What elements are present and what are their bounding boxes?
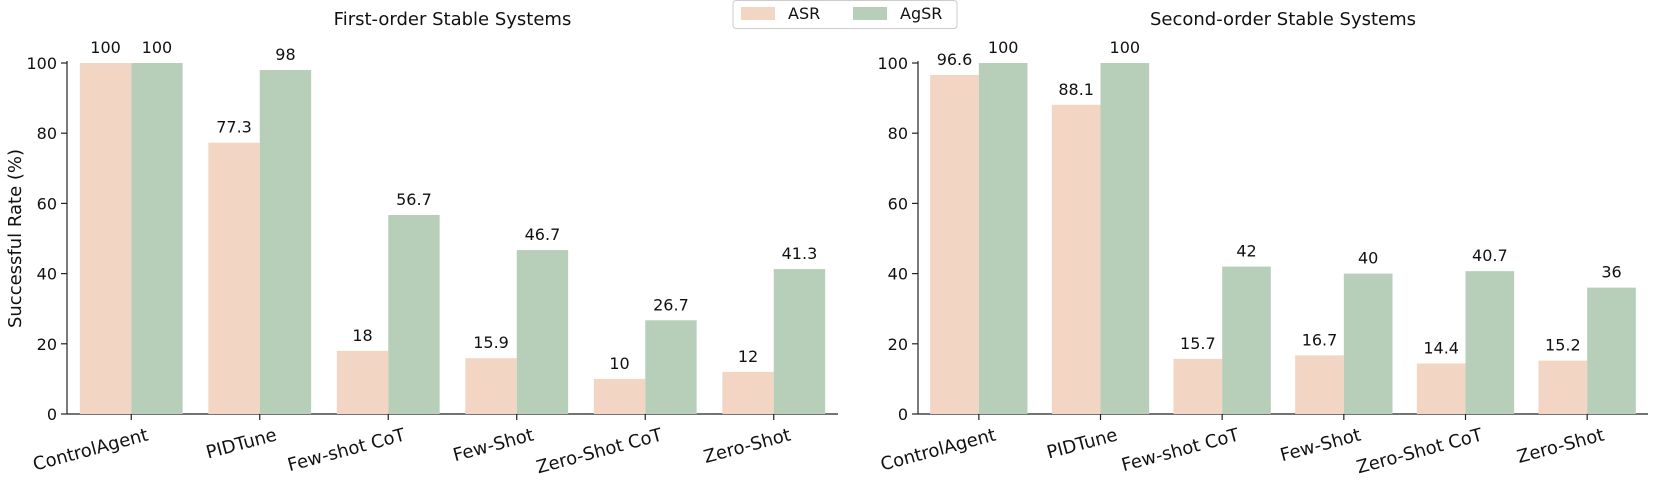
panel1-bar-agsr <box>259 70 312 415</box>
panel2-title: Second-order Stable Systems <box>1150 9 1416 30</box>
panel2-bar-asr <box>1416 363 1466 414</box>
panel2-data-label: 36 <box>1601 263 1621 282</box>
panel1-xtick-label: Few-Shot <box>451 425 536 467</box>
panel1-xtick-label: Few-shot CoT <box>285 424 408 476</box>
panel2-xtick-label: Few-Shot <box>1278 425 1363 467</box>
panel2-ytick-label: 100 <box>877 54 908 73</box>
panel1-bar-asr <box>593 378 646 414</box>
panel1-xtick-label: Zero-Shot <box>701 425 793 468</box>
panel1-data-label: 100 <box>142 38 173 57</box>
panel2-bar-agsr <box>978 63 1028 414</box>
panel2-ytick-label: 20 <box>888 335 908 354</box>
panel2-data-label: 96.6 <box>937 50 973 69</box>
panel2-ytick-label: 60 <box>888 194 908 213</box>
panel1-bar-asr <box>336 350 389 414</box>
panel1-data-label: 12 <box>738 347 758 366</box>
panel1-ylabel: Successful Rate (%) <box>5 149 26 328</box>
panel2-data-label: 42 <box>1236 242 1256 261</box>
panel2-data-label: 88.1 <box>1058 80 1094 99</box>
panel1-xtick-label: Zero-Shot CoT <box>534 424 665 478</box>
panel1-data-label: 46.7 <box>525 225 561 244</box>
panel1-data-label: 56.7 <box>396 190 432 209</box>
panel1-data-label: 98 <box>275 45 295 64</box>
panel2-ytick-label: 40 <box>888 265 908 284</box>
panel2-data-label: 40.7 <box>1472 246 1508 265</box>
panel1-bar-agsr <box>645 320 697 414</box>
panel1-title: First-order Stable Systems <box>334 9 572 30</box>
panel1-xtick-label: ControlAgent <box>31 425 151 476</box>
panel2-xtick-label: Zero-Shot CoT <box>1354 424 1485 478</box>
panel1-ytick-label: 100 <box>26 54 57 73</box>
panel2-data-label: 15.7 <box>1180 334 1216 353</box>
panel1-bar-agsr <box>516 250 569 414</box>
panel1-ytick-label: 20 <box>37 335 57 354</box>
panel1-data-label: 77.3 <box>216 118 252 137</box>
panel2-bar-agsr <box>1587 287 1636 414</box>
panel1-data-label: 41.3 <box>782 244 818 263</box>
panel2-data-label: 15.2 <box>1545 336 1581 355</box>
panel2-data-label: 14.4 <box>1423 338 1459 357</box>
panel2-data-label: 100 <box>988 38 1019 57</box>
panel2-xtick-label: Zero-Shot <box>1515 425 1607 468</box>
panel1-data-label: 18 <box>352 326 372 345</box>
panel2-data-label: 40 <box>1358 249 1378 268</box>
panel2-bar-asr <box>1173 358 1223 414</box>
panel2-data-label: 16.7 <box>1302 330 1338 349</box>
panel1-data-label: 10 <box>609 354 629 373</box>
panel1-ytick-label: 40 <box>37 265 57 284</box>
panel1-bar-agsr <box>388 214 440 414</box>
panel1-data-label: 26.7 <box>653 295 689 314</box>
panel2-bar-asr <box>1295 355 1344 414</box>
panel2-bar-asr <box>1051 104 1101 415</box>
panel1-bar-asr <box>465 358 517 414</box>
panel2-bar-asr <box>930 74 979 415</box>
panel2-bar-asr <box>1538 360 1588 414</box>
panel2-ytick-label: 80 <box>888 124 908 143</box>
panel2-data-label: 100 <box>1110 38 1141 57</box>
panel1-bar-agsr <box>131 63 183 414</box>
panel2-ytick-label: 0 <box>898 405 908 424</box>
legend-swatch-asr <box>741 7 775 20</box>
panel2-xtick-label: PIDTune <box>1045 425 1120 464</box>
panel2-bar-agsr <box>1343 273 1393 414</box>
panel2-xtick-label: ControlAgent <box>878 425 998 476</box>
panel2-bar-agsr <box>1465 271 1515 414</box>
panel2-bar-agsr <box>1100 63 1150 414</box>
legend-swatch-agsr <box>853 7 887 20</box>
panel1-bar-asr <box>722 371 774 414</box>
panel1-xtick-label: PIDTune <box>204 425 279 464</box>
panel1-bar-agsr <box>773 269 826 414</box>
legend-box <box>732 0 958 29</box>
panel2-bar-agsr <box>1222 266 1271 414</box>
panel1-ytick-label: 80 <box>37 124 57 143</box>
panel1-bar-asr <box>208 142 260 414</box>
panel2-xtick-label: Few-shot CoT <box>1119 424 1242 476</box>
panel1-bar-asr <box>79 63 132 414</box>
panel1-ytick-label: 0 <box>47 405 57 424</box>
panel1-data-label: 100 <box>90 38 121 57</box>
legend-label-asr: ASR <box>788 4 820 23</box>
panel1-ytick-label: 60 <box>37 194 57 213</box>
legend-label-agsr: AgSR <box>900 4 942 23</box>
panel1-data-label: 15.9 <box>473 333 509 352</box>
